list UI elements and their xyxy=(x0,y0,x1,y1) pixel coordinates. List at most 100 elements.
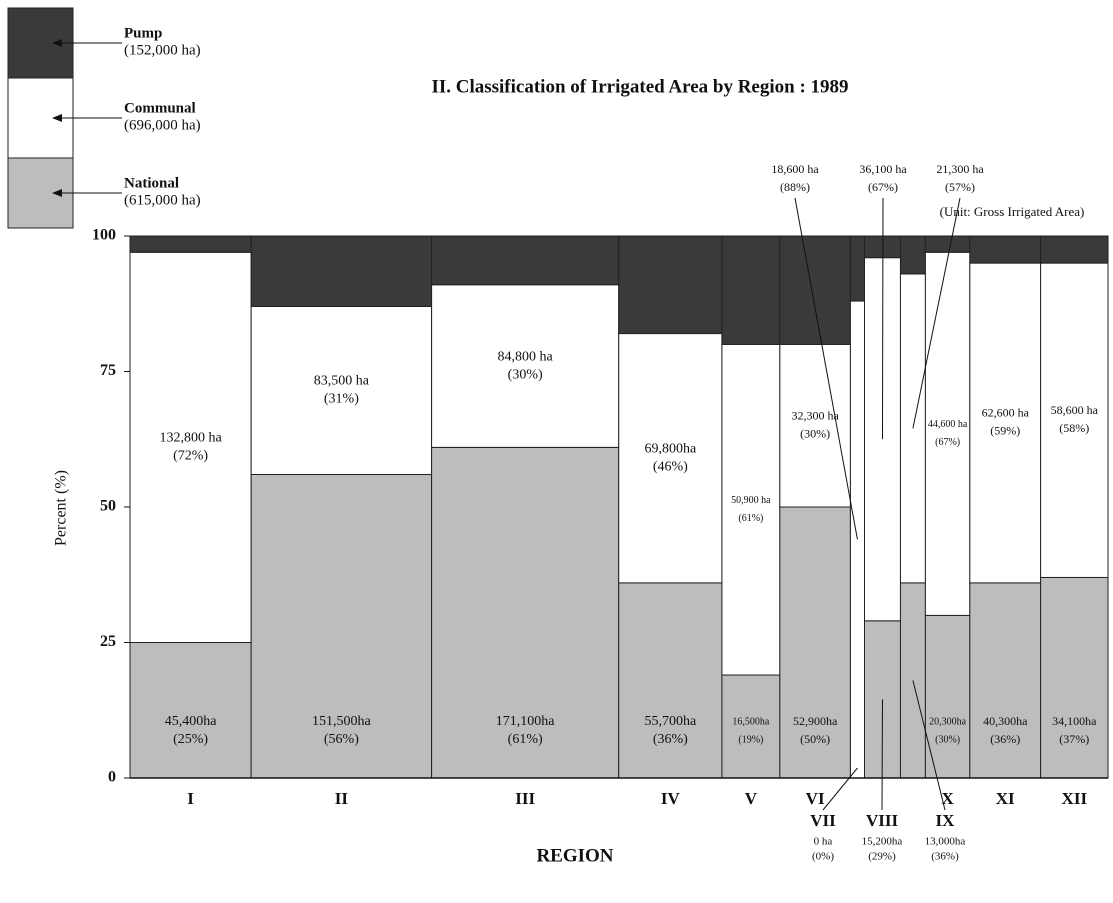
data-label: 36,100 ha xyxy=(859,162,907,176)
data-label: (29%) xyxy=(868,851,896,863)
x-tick-label: X xyxy=(941,789,954,808)
x-tick-label: VII xyxy=(810,811,836,830)
legend-label: Communal xyxy=(124,100,196,116)
bar-segment xyxy=(250,235,433,307)
x-tick-label: VIII xyxy=(866,811,899,830)
data-label: (61%) xyxy=(508,732,543,747)
bar-segment xyxy=(1040,576,1109,779)
data-label: 44,600 ha xyxy=(928,419,968,430)
data-label: 171,100ha xyxy=(496,714,556,729)
data-label: (30%) xyxy=(935,734,960,745)
bar-segment xyxy=(924,614,971,779)
y-tick-label: 100 xyxy=(92,227,116,244)
data-label: 58,600 ha xyxy=(1051,403,1099,417)
bar-segment xyxy=(924,251,971,616)
bar-segment xyxy=(618,582,723,779)
data-label: (37%) xyxy=(1059,732,1089,746)
bar-segment xyxy=(618,235,723,335)
bar-segment xyxy=(618,333,723,584)
data-label: (58%) xyxy=(1059,421,1089,435)
legend-label: National xyxy=(124,175,179,191)
bar-segment xyxy=(969,235,1042,264)
bar-segment xyxy=(129,235,252,253)
bar-segment xyxy=(129,642,252,779)
data-label: 50,900 ha xyxy=(731,495,771,506)
y-tick-label: 25 xyxy=(100,633,116,650)
data-label: (36%) xyxy=(990,732,1020,746)
data-label: (30%) xyxy=(508,367,543,382)
x-tick-label: III xyxy=(515,789,535,808)
bar-segment xyxy=(431,446,620,779)
bar-segment xyxy=(250,305,433,475)
data-label: (25%) xyxy=(173,732,208,747)
bar-segment xyxy=(899,582,926,779)
data-label: 52,900ha xyxy=(793,714,838,728)
bar-segment xyxy=(721,235,781,345)
legend-total: (615,000 ha) xyxy=(124,192,201,208)
bar-segment xyxy=(779,235,851,345)
label-arrow xyxy=(822,767,858,811)
x-tick-label: I xyxy=(187,789,194,808)
bar-segment xyxy=(250,473,433,779)
data-label: 13,000ha xyxy=(925,836,966,848)
legend-arrowhead xyxy=(52,189,62,197)
data-label: (30%) xyxy=(800,426,830,440)
data-label: 55,700ha xyxy=(644,714,697,729)
legend-arrowhead xyxy=(52,39,62,47)
legend-label: Pump xyxy=(124,25,162,41)
data-label: (67%) xyxy=(935,437,960,448)
data-label: (0%) xyxy=(812,851,834,863)
data-label: 132,800 ha xyxy=(159,431,222,446)
data-label: 16,500ha xyxy=(732,716,770,727)
data-label: (50%) xyxy=(800,732,830,746)
label-arrow xyxy=(881,197,884,440)
data-label: 18,600 ha xyxy=(771,162,819,176)
y-axis-label: Percent (%) xyxy=(53,470,70,546)
data-label: 21,300 ha xyxy=(936,162,984,176)
data-label: 34,100ha xyxy=(1052,714,1097,728)
bar-segment xyxy=(899,273,926,584)
x-tick-label: IV xyxy=(661,789,681,808)
bar-segment xyxy=(1040,262,1109,578)
y-tick-label: 75 xyxy=(100,362,116,379)
data-label: 20,300ha xyxy=(929,716,967,727)
bar-segment xyxy=(721,343,781,676)
label-arrow xyxy=(912,197,961,429)
label-arrow xyxy=(912,680,946,811)
data-label: (36%) xyxy=(931,851,959,863)
x-tick-label: VI xyxy=(806,789,825,808)
data-label: 15,200ha xyxy=(862,836,903,848)
bar-segment xyxy=(969,582,1042,779)
x-tick-label: V xyxy=(745,789,758,808)
y-tick-label: 0 xyxy=(108,769,116,786)
data-label: (59%) xyxy=(990,424,1020,438)
data-label: 32,300 ha xyxy=(791,408,839,422)
data-label: 62,600 ha xyxy=(982,406,1030,420)
legend-arrowhead xyxy=(52,114,62,122)
x-axis-label: REGION xyxy=(536,845,613,866)
bar-segment xyxy=(431,235,620,286)
data-label: 69,800ha xyxy=(644,441,697,456)
data-label: (57%) xyxy=(945,180,975,194)
data-label: (31%) xyxy=(324,392,359,407)
bar-segment xyxy=(1040,235,1109,264)
data-label: 40,300ha xyxy=(983,714,1028,728)
label-arrow xyxy=(794,197,858,540)
bar-segment xyxy=(849,235,866,302)
legend-total: (696,000 ha) xyxy=(124,117,201,133)
data-label: (67%) xyxy=(868,180,898,194)
data-label: 0 ha xyxy=(814,836,833,848)
legend-total: (152,000 ha) xyxy=(124,42,201,58)
bar-segment xyxy=(431,284,620,448)
x-tick-label: XII xyxy=(1062,789,1088,808)
data-label: (88%) xyxy=(780,180,810,194)
data-label: (61%) xyxy=(738,513,763,524)
chart-subtitle: (Unit: Gross Irrigated Area) xyxy=(940,204,1085,219)
x-tick-label: XI xyxy=(996,789,1015,808)
bar-segment xyxy=(899,235,926,275)
x-tick-label: IX xyxy=(936,811,956,830)
data-label: 84,800 ha xyxy=(498,349,554,364)
x-tick-label: II xyxy=(335,789,349,808)
data-label: 83,500 ha xyxy=(314,374,370,389)
